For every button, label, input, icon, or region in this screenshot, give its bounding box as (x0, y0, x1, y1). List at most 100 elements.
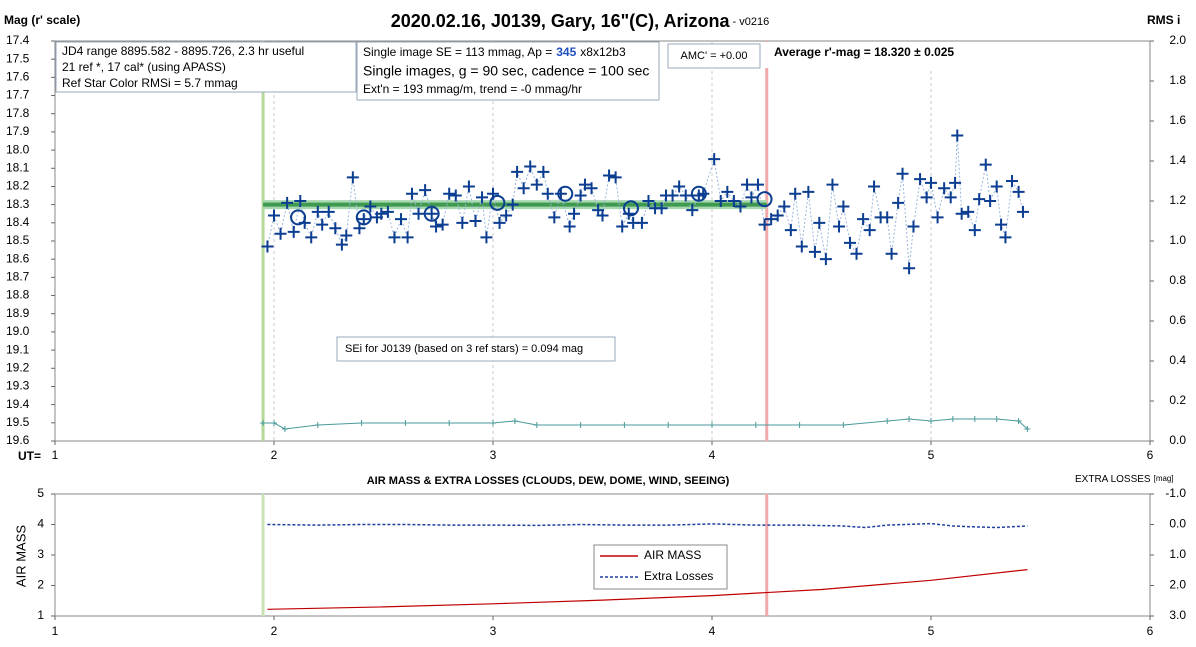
y-tick-label: 18.8 (6, 288, 30, 302)
y-tick-label: 19.6 (6, 433, 30, 447)
point-plus (622, 207, 635, 220)
point-plus (949, 176, 962, 189)
point-circle (557, 185, 574, 202)
y-tick-label: 18.1 (6, 160, 30, 174)
point-plus (962, 205, 975, 218)
y2-unit: [mag] (1154, 474, 1174, 483)
chart-title: AIR MASS & EXTRA LOSSES (CLOUDS, DEW, DO… (367, 475, 730, 487)
point-circle (290, 209, 307, 226)
point-circle (489, 194, 506, 211)
point-plus (885, 247, 898, 260)
point-plus (517, 182, 530, 195)
point-plus (796, 422, 803, 428)
point-plus (563, 220, 576, 233)
info-box (336, 336, 616, 362)
point-plus (884, 418, 891, 424)
point-plus (436, 218, 449, 231)
point-plus (506, 198, 519, 211)
point-plus (395, 213, 408, 226)
x-tick-label: 1 (52, 448, 59, 462)
y2-tick-label: 1.2 (1169, 193, 1186, 207)
point-plus (843, 236, 856, 249)
legend-label: Extra Losses (644, 569, 713, 583)
point-plus (596, 209, 609, 222)
y-tick-label: 18.7 (6, 270, 30, 284)
point-circle (622, 200, 639, 217)
point-plus (511, 418, 518, 424)
point-plus (1024, 426, 1031, 432)
point-plus (402, 420, 409, 426)
point-plus (568, 207, 581, 220)
y2-tick-label: 1.4 (1169, 153, 1186, 167)
y2-tick-label: 0.4 (1169, 353, 1186, 367)
point-plus (789, 187, 802, 200)
y-axis-label: Mag (r' scale) (4, 13, 80, 27)
point-plus (578, 178, 591, 191)
point-plus (388, 231, 401, 244)
point-plus (585, 182, 598, 195)
point-plus (449, 189, 462, 202)
point-plus (914, 173, 927, 186)
point-plus (358, 420, 365, 426)
point-plus (346, 171, 359, 184)
y-tick-label: 17.6 (6, 70, 30, 84)
point-plus (305, 231, 318, 244)
point-plus (548, 211, 561, 224)
point-circle (423, 205, 440, 222)
y2-tick-label: 3.0 (1169, 608, 1186, 622)
point-plus (635, 216, 648, 229)
point-plus (480, 231, 493, 244)
x-tick-label: 6 (1147, 624, 1154, 638)
title: 2020.02.16, J0139, Gary, 16"(C), Arizona (391, 11, 731, 31)
point-plus (968, 224, 981, 237)
point-plus (577, 422, 584, 428)
point-plus (530, 178, 543, 191)
annotation: AMC' = +0.00 (681, 50, 748, 62)
point-plus (405, 187, 418, 200)
point-plus (679, 189, 692, 202)
point-plus (881, 211, 894, 224)
point-plus (745, 191, 758, 204)
point-plus (511, 165, 524, 178)
point-plus (795, 240, 808, 253)
point-plus (268, 209, 280, 222)
point-plus (621, 422, 628, 428)
x-tick-label: 1 (52, 624, 59, 638)
y2-tick-label: 0.0 (1169, 433, 1186, 447)
point-plus (714, 195, 727, 207)
point-plus (863, 224, 876, 237)
point-plus (955, 207, 968, 220)
info-box (765, 42, 990, 68)
y-tick-label: 18.5 (6, 233, 30, 247)
point-plus (353, 222, 366, 235)
point-plus (541, 187, 554, 200)
y-tick-label: 4 (37, 517, 44, 531)
annotation-part: Single image SE = 113 mmag, Ap = (363, 45, 552, 59)
y-tick-label: 18.0 (6, 142, 30, 156)
annotation: Single image SE = 113 mmag, Ap = 345 x8x12… (363, 45, 626, 59)
point-plus (708, 153, 721, 166)
point-plus (951, 129, 964, 142)
annotation: Ext'n = 193 mmag/m, trend = -0 mmag/hr (363, 82, 582, 96)
annotation: Single images, g = 90 sec, cadence = 100… (363, 63, 649, 79)
point-plus (271, 420, 277, 426)
y2-label: EXTRA LOSSES (1075, 474, 1151, 485)
point-plus (456, 216, 469, 229)
y2-tick-label: 0.2 (1169, 393, 1186, 407)
point-plus (833, 220, 846, 233)
point-plus (335, 238, 348, 251)
y-tick-label: 19.3 (6, 379, 30, 393)
info-box (667, 43, 761, 69)
y-tick-label: 19.1 (6, 342, 30, 356)
annotation-part: x8x12b3 (580, 45, 626, 59)
point-plus (340, 229, 353, 242)
point-plus (840, 422, 847, 428)
y2-tick-label: 2.0 (1169, 33, 1186, 47)
point-plus (802, 185, 815, 198)
point-plus (311, 205, 324, 218)
point-plus (430, 220, 443, 233)
point-plus (819, 253, 832, 266)
point-plus (752, 422, 759, 428)
point-plus (281, 426, 288, 432)
point-plus (1015, 418, 1022, 424)
